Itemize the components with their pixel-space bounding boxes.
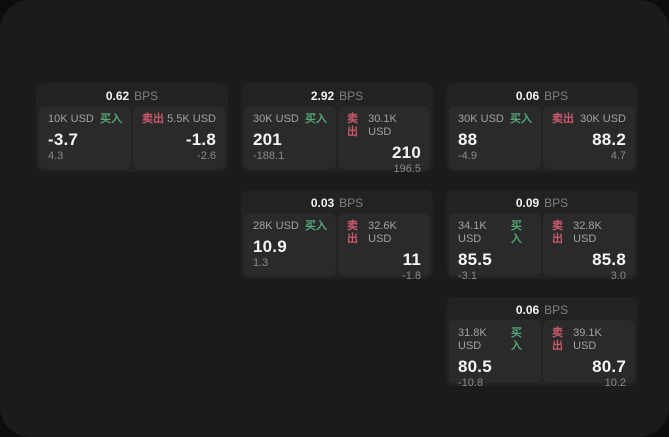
spread-value: 0.62 (105, 89, 130, 103)
quote-card: 0.06 BPS 31.8K USD 买入 80.5 -10.8 卖出 39.1… (446, 297, 638, 389)
spread-header: 0.06 BPS (449, 86, 635, 106)
buy-change: -10.8 (458, 377, 484, 389)
spread-value: 2.92 (310, 89, 335, 103)
sell-quote-pane[interactable]: 卖出 32.6K USD 11 -1.8 (338, 213, 430, 282)
sell-price: 88.2 (592, 130, 626, 149)
buy-price: 80.5 (458, 357, 492, 376)
buy-side-label: 买入 (510, 220, 522, 245)
buy-price: 201 (253, 130, 282, 149)
buy-side-label: 买入 (305, 220, 327, 232)
buy-side-label: 买入 (100, 113, 122, 125)
buy-price: 10.9 (253, 237, 287, 256)
sell-quote-pane[interactable]: 卖出 30.1K USD 210 196.5 (338, 106, 430, 175)
bps-unit-label: BPS (544, 303, 569, 317)
buy-quote-pane[interactable]: 34.1K USD 买入 85.5 -3.1 (449, 213, 541, 282)
buy-amount: 30K USD (458, 113, 504, 125)
bps-unit-label: BPS (544, 89, 569, 103)
spread-header: 0.03 BPS (244, 193, 430, 213)
sell-change: 10.2 (604, 377, 626, 389)
sell-change: 4.7 (610, 150, 626, 162)
quote-card: 0.03 BPS 28K USD 买入 10.9 1.3 卖出 32.6K US… (241, 190, 433, 282)
sell-price: 11 (402, 250, 421, 269)
bps-unit-label: BPS (339, 89, 364, 103)
sell-side-label: 卖出 (552, 113, 574, 125)
buy-side-label: 买入 (305, 113, 327, 125)
spread-header: 0.09 BPS (449, 193, 635, 213)
buy-quote-pane[interactable]: 31.8K USD 买入 80.5 -10.8 (449, 320, 541, 389)
buy-quote-pane[interactable]: 28K USD 买入 10.9 1.3 (244, 213, 336, 276)
buy-change: -188.1 (253, 150, 285, 162)
sell-quote-pane[interactable]: 卖出 39.1K USD 80.7 10.2 (543, 320, 635, 389)
spread-value: 0.09 (515, 196, 540, 210)
buy-quote-pane[interactable]: 30K USD 买入 201 -188.1 (244, 106, 336, 169)
sell-amount: 39.1K USD (573, 327, 602, 352)
sell-side-label: 卖出 (347, 220, 358, 245)
buy-amount: 30K USD (253, 113, 299, 125)
sell-change: -2.6 (197, 150, 216, 162)
sell-change: 196.5 (393, 163, 421, 175)
quote-card: 0.09 BPS 34.1K USD 买入 85.5 -3.1 卖出 32.8K… (446, 190, 638, 282)
spread-header: 0.06 BPS (449, 300, 635, 320)
sell-quote-pane[interactable]: 卖出 30K USD 88.2 4.7 (543, 106, 635, 169)
buy-change: 4.3 (48, 150, 64, 162)
buy-amount: 31.8K USD (458, 327, 487, 352)
sell-side-label: 卖出 (552, 220, 563, 245)
buy-side-label: 买入 (510, 327, 522, 352)
buy-price: 85.5 (458, 250, 492, 269)
quote-card-grid: 0.62 BPS 10K USD 买入 -3.7 4.3 卖出 5.5K USD (36, 83, 638, 389)
sell-side-label: 卖出 (347, 113, 358, 138)
quote-card: 0.06 BPS 30K USD 买入 88 -4.9 卖出 30K USD (446, 83, 638, 172)
spread-value: 0.03 (310, 196, 335, 210)
sell-quote-pane[interactable]: 卖出 32.8K USD 85.8 3.0 (543, 213, 635, 282)
sell-amount: 30.1K USD (368, 113, 397, 138)
sell-price: 210 (392, 143, 421, 162)
buy-side-label: 买入 (510, 113, 532, 125)
buy-change: -3.1 (458, 270, 477, 282)
sell-amount: 32.8K USD (573, 220, 602, 245)
sell-amount: 5.5K USD (167, 113, 216, 125)
sell-quote-pane[interactable]: 卖出 5.5K USD -1.8 -2.6 (133, 106, 225, 169)
buy-price: 88 (458, 130, 478, 149)
spread-header: 0.62 BPS (39, 86, 225, 106)
sell-side-label: 卖出 (142, 113, 164, 125)
quote-card: 2.92 BPS 30K USD 买入 201 -188.1 卖出 30.1K … (241, 83, 433, 175)
bps-unit-label: BPS (544, 196, 569, 210)
sell-side-label: 卖出 (552, 327, 563, 352)
sell-price: 80.7 (592, 357, 626, 376)
buy-change: -4.9 (458, 150, 477, 162)
sell-amount: 30K USD (580, 113, 626, 125)
spread-value: 0.06 (515, 89, 540, 103)
spread-value: 0.06 (515, 303, 540, 317)
quote-card: 0.62 BPS 10K USD 买入 -3.7 4.3 卖出 5.5K USD (36, 83, 228, 172)
bps-unit-label: BPS (339, 196, 364, 210)
sell-price: 85.8 (592, 250, 626, 269)
buy-amount: 28K USD (253, 220, 299, 232)
sell-change: 3.0 (610, 270, 626, 282)
sell-price: -1.8 (185, 130, 216, 149)
sell-change: -1.8 (402, 270, 421, 282)
spread-header: 2.92 BPS (244, 86, 430, 106)
bps-unit-label: BPS (134, 89, 159, 103)
buy-amount: 10K USD (48, 113, 94, 125)
buy-quote-pane[interactable]: 10K USD 买入 -3.7 4.3 (39, 106, 131, 169)
buy-quote-pane[interactable]: 30K USD 买入 88 -4.9 (449, 106, 541, 169)
buy-price: -3.7 (48, 130, 79, 149)
buy-change: 1.3 (253, 257, 269, 269)
sell-amount: 32.6K USD (368, 220, 397, 245)
buy-amount: 34.1K USD (458, 220, 487, 245)
